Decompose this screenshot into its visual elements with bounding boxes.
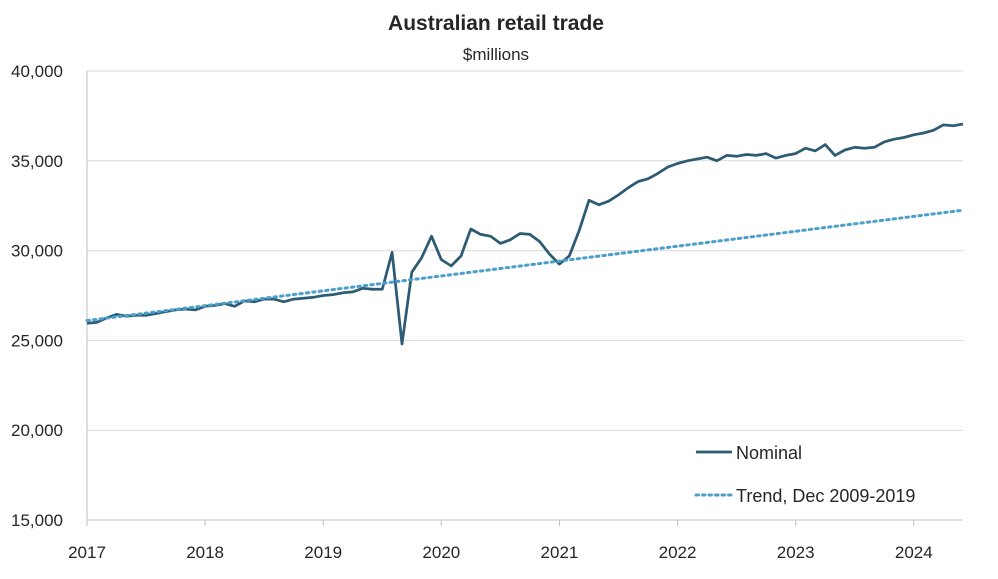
x-tick-label: 2019 <box>304 543 342 562</box>
y-tick-label: 30,000 <box>11 242 63 261</box>
y-tick-label: 20,000 <box>11 421 63 440</box>
series-trend-line <box>85 208 965 323</box>
x-tick-label: 2023 <box>777 543 815 562</box>
x-tick-label: 2018 <box>186 543 224 562</box>
x-tick-label: 2017 <box>68 543 106 562</box>
axes <box>86 71 963 521</box>
y-tick-label: 40,000 <box>11 62 63 81</box>
legend-label-trend: Trend, Dec 2009-2019 <box>736 486 915 506</box>
y-tick-label: 35,000 <box>11 152 63 171</box>
legend: Nominal Trend, Dec 2009-2019 <box>694 443 915 506</box>
gridlines <box>87 70 963 521</box>
legend-label-nominal: Nominal <box>736 443 802 463</box>
x-tick-label: 2024 <box>895 543 933 562</box>
y-tick-label: 15,000 <box>11 511 63 530</box>
y-tick-label: 25,000 <box>11 331 63 350</box>
series-group <box>85 122 965 346</box>
x-tick-label: 2021 <box>541 543 579 562</box>
y-axis-ticks: 15,000 20,000 25,000 30,000 35,000 40,000 <box>11 62 63 530</box>
chart-subtitle: $millions <box>463 45 529 64</box>
x-tick-label: 2022 <box>659 543 697 562</box>
series-nominal-line <box>86 122 964 346</box>
chart-title: Australian retail trade <box>388 12 604 35</box>
x-axis-ticks: 2017 2018 2019 2020 2021 2022 2023 2024 <box>68 520 933 562</box>
x-tick-label: 2020 <box>422 543 460 562</box>
